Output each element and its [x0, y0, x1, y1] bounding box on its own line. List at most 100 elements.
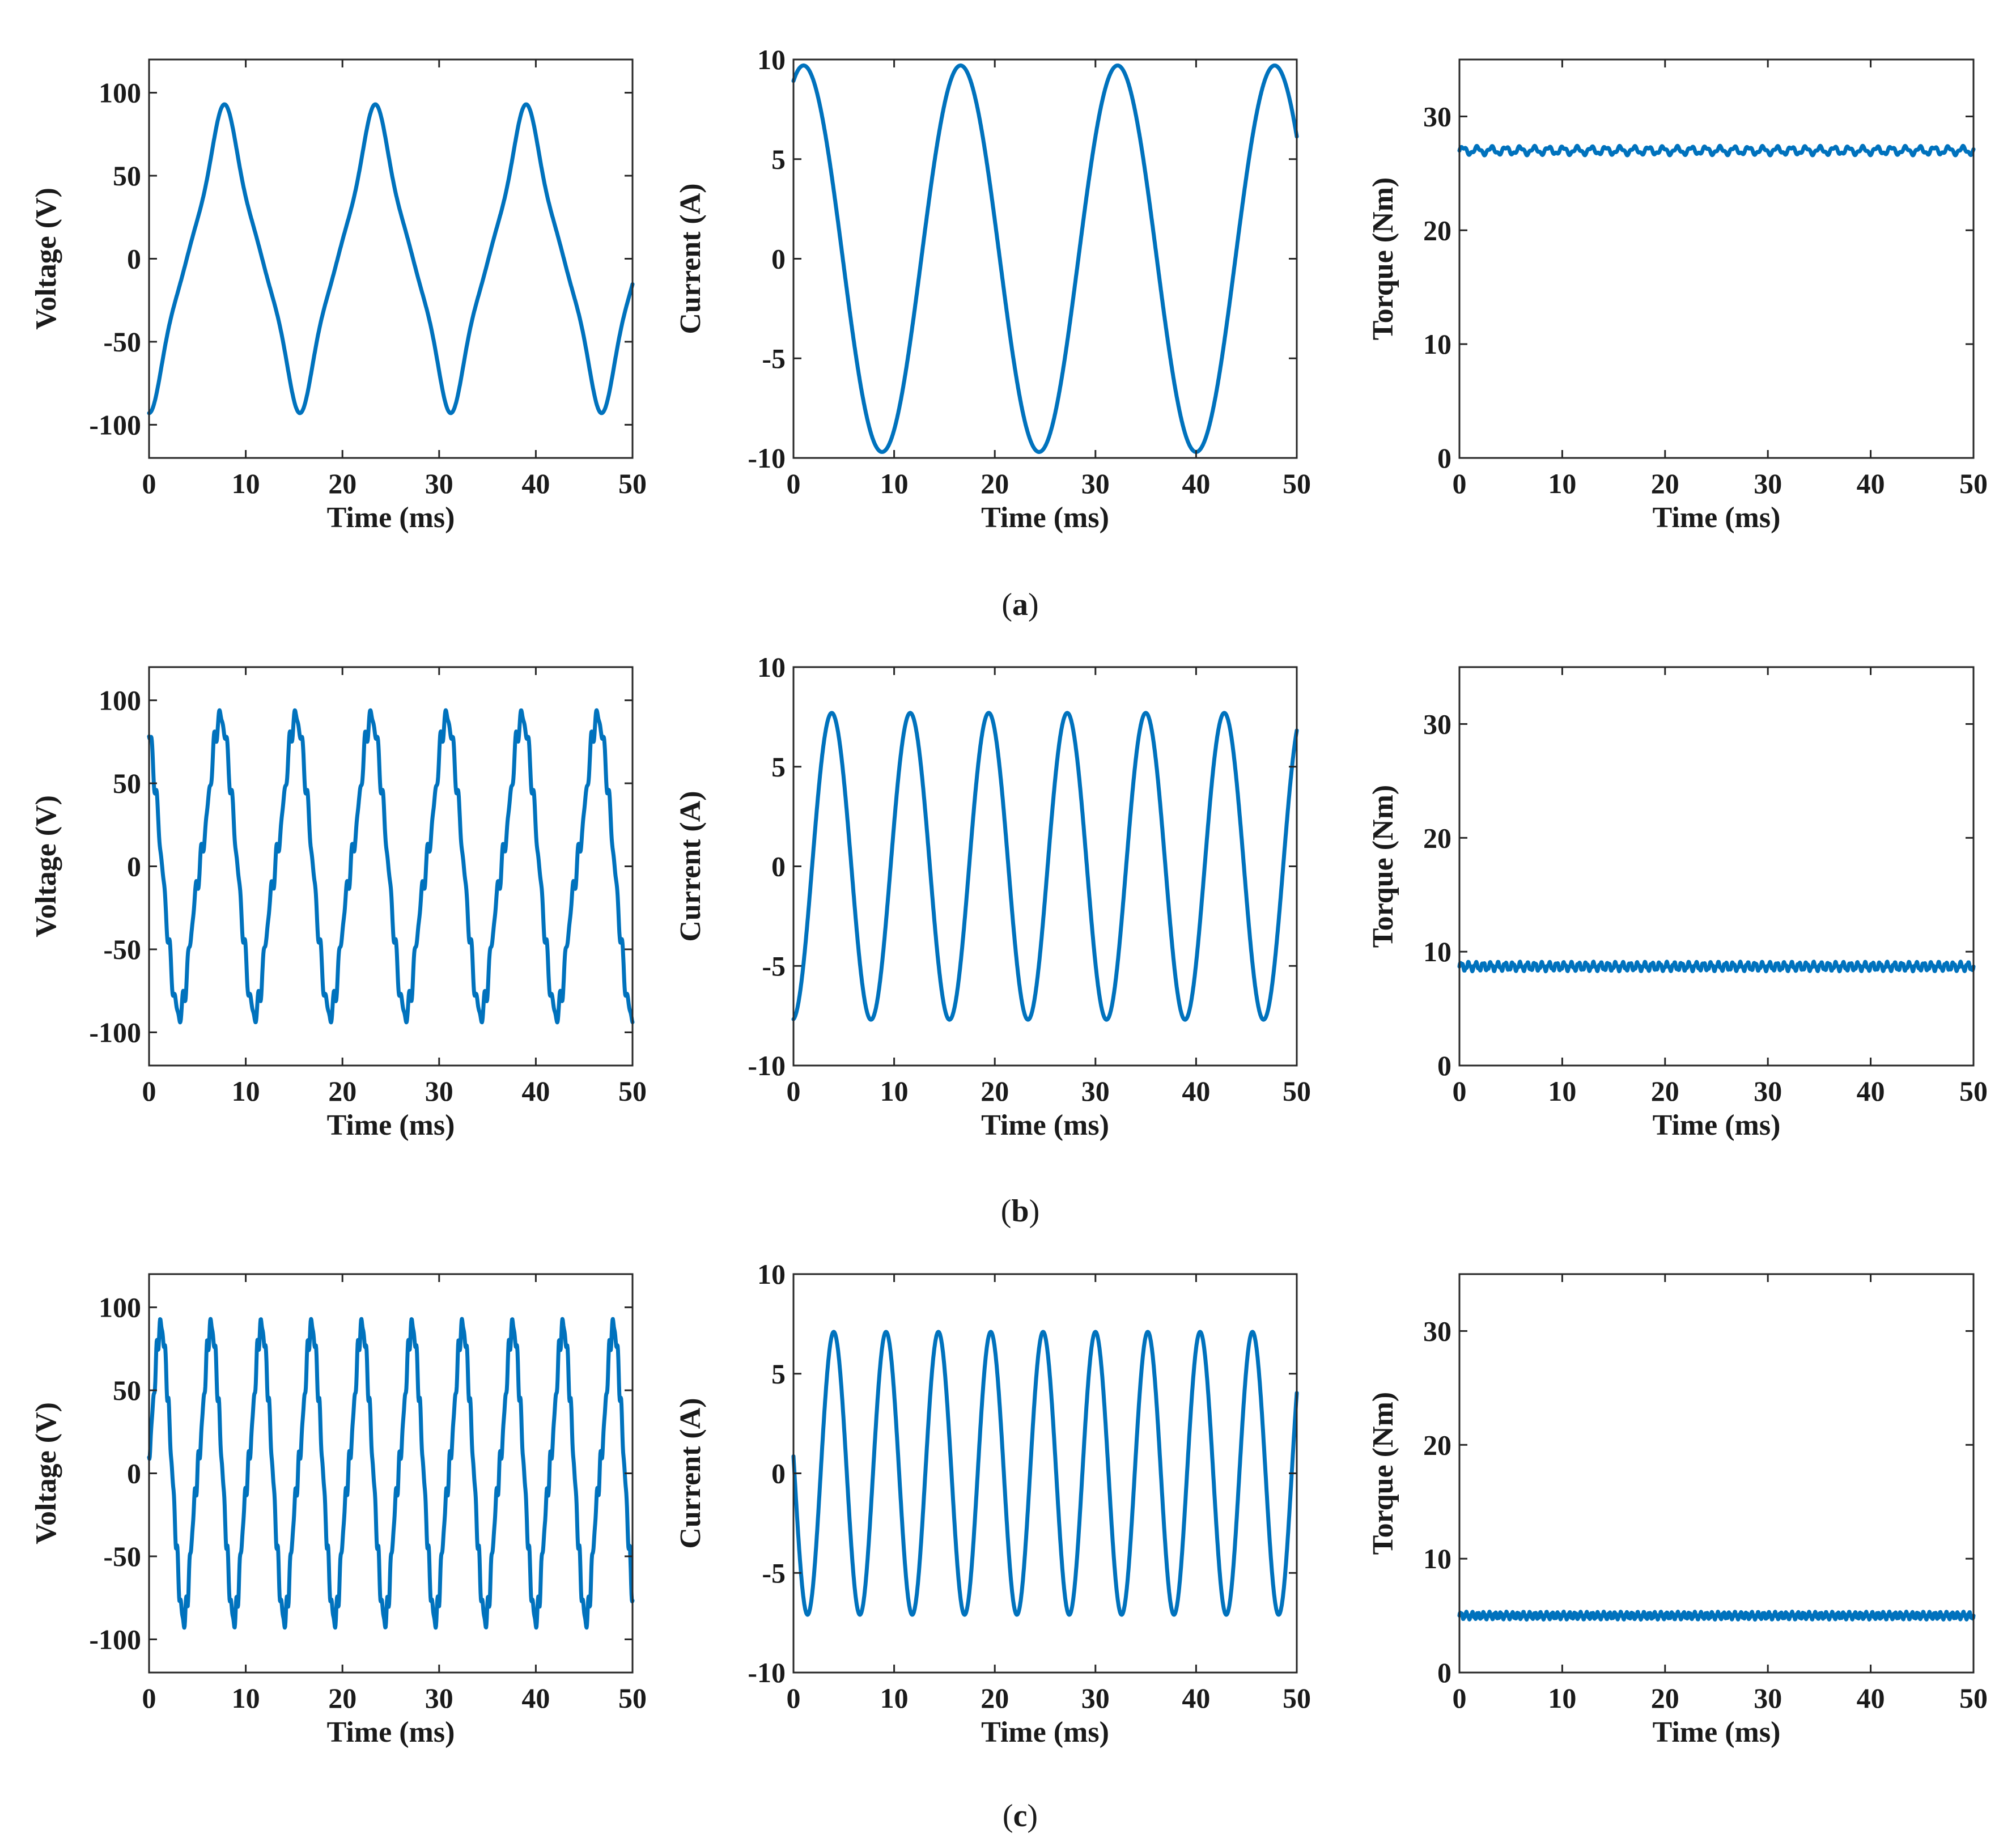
y-tick-label: 20	[1423, 214, 1451, 246]
plot-frame	[1458, 666, 1975, 1067]
y-tick-label: 30	[1423, 708, 1451, 740]
y-tick-label: 0	[771, 1458, 786, 1489]
y-tick-label: 10	[1423, 936, 1451, 967]
y-axis-label: Current (A)	[674, 791, 707, 941]
x-tick-label: 40	[1182, 1075, 1210, 1107]
x-tick-label: 50	[618, 1075, 647, 1107]
y-tick-label: 0	[127, 243, 141, 275]
y-tick-label: 50	[113, 1374, 141, 1406]
series-line	[147, 708, 635, 1025]
x-tick-label: 0	[787, 468, 801, 499]
y-tick-label: 0	[127, 851, 141, 882]
x-tick-label: 30	[1081, 1075, 1110, 1107]
y-tick-label: 50	[113, 160, 141, 192]
y-tick-label: 10	[757, 1258, 786, 1290]
x-tick-label: 20	[1651, 1682, 1679, 1714]
x-tick-label: 20	[981, 1075, 1009, 1107]
x-tick-label: 40	[1857, 1682, 1885, 1714]
y-tick-label: 10	[757, 44, 786, 75]
y-axis-label: Current (A)	[674, 1398, 707, 1548]
y-tick-label: -100	[89, 409, 141, 440]
series-line	[1457, 960, 1976, 974]
y-axis-label: Torque (Nm)	[1367, 785, 1399, 948]
plot-frame	[792, 58, 1298, 459]
x-tick-label: 0	[142, 1075, 156, 1107]
y-tick-label: 0	[1437, 1657, 1451, 1688]
x-tick-label: 20	[981, 1682, 1009, 1714]
x-tick-label: 10	[1548, 1075, 1576, 1107]
x-tick-label: 10	[1548, 1682, 1576, 1714]
x-tick-label: 10	[232, 1682, 260, 1714]
x-axis-label: Time (ms)	[981, 502, 1109, 534]
panel-b-voltage: 0 10 20 30 40 50 -100 -50 0 50 100 Time (ms) Voltage…	[30, 666, 647, 1141]
x-tick-label: 40	[1182, 1682, 1210, 1714]
x-tick-label: 50	[1283, 1075, 1311, 1107]
y-axis-label: Torque (Nm)	[1367, 1392, 1399, 1555]
plot-frame	[792, 666, 1298, 1067]
panel-b-current: 0 10 20 30 40 50 -10 -5 0 5 10 Time (ms) Current (A)	[674, 651, 1311, 1141]
y-tick-label: 100	[99, 1292, 141, 1323]
y-tick-label: -50	[103, 1540, 141, 1572]
y-tick-label: 0	[1437, 1050, 1451, 1081]
x-tick-label: 50	[1283, 468, 1311, 499]
y-tick-label: -5	[762, 342, 786, 374]
x-tick-label: 0	[1453, 468, 1467, 499]
x-axis-label: Time (ms)	[981, 1109, 1109, 1141]
plot-frame	[1458, 1273, 1975, 1674]
y-tick-label: 5	[771, 1358, 786, 1390]
row-caption: (a)	[1001, 587, 1038, 622]
captions: (a) (b) (c)	[1001, 587, 1039, 1833]
x-tick-label: 50	[1959, 468, 1988, 499]
x-tick-label: 30	[1754, 1682, 1782, 1714]
series-line	[791, 1330, 1299, 1617]
panel-c-voltage: 0 10 20 30 40 50 -100 -50 0 50 100 Time (ms) Voltage…	[30, 1273, 647, 1748]
x-tick-label: 20	[1651, 468, 1679, 499]
x-tick-label: 20	[328, 1682, 356, 1714]
series-line	[147, 102, 635, 415]
y-tick-label: 10	[757, 651, 786, 683]
y-tick-label: -50	[103, 326, 141, 358]
x-tick-label: 50	[1283, 1682, 1311, 1714]
x-tick-label: 10	[232, 468, 260, 499]
y-tick-label: 20	[1423, 822, 1451, 854]
series-line	[147, 1317, 635, 1630]
y-tick-label: -100	[89, 1016, 141, 1048]
x-axis-label: Time (ms)	[1653, 1109, 1781, 1141]
x-axis-label: Time (ms)	[327, 1716, 455, 1748]
y-tick-label: 5	[771, 751, 786, 783]
x-tick-label: 40	[521, 1075, 550, 1107]
y-tick-label: 20	[1423, 1429, 1451, 1461]
x-tick-label: 50	[1959, 1075, 1988, 1107]
row-caption: (b)	[1001, 1194, 1039, 1229]
x-axis-label: Time (ms)	[981, 1716, 1109, 1748]
x-axis-label: Time (ms)	[1653, 502, 1781, 534]
x-tick-label: 30	[1754, 468, 1782, 499]
series-line	[791, 711, 1299, 1022]
x-tick-label: 0	[787, 1682, 801, 1714]
x-tick-label: 40	[1857, 468, 1885, 499]
y-tick-label: 10	[1423, 328, 1451, 360]
x-tick-label: 50	[1959, 1682, 1988, 1714]
series-line	[1457, 143, 1976, 158]
y-axis-label: Voltage (V)	[30, 1402, 62, 1544]
x-axis-label: Time (ms)	[327, 502, 455, 534]
x-tick-label: 10	[232, 1075, 260, 1107]
series-line	[791, 63, 1299, 454]
y-tick-label: 5	[771, 143, 786, 175]
y-tick-label: -5	[762, 950, 786, 982]
y-tick-label: 100	[99, 685, 141, 716]
x-tick-label: 30	[425, 468, 453, 499]
x-tick-label: 20	[328, 1075, 356, 1107]
y-tick-label: 0	[127, 1458, 141, 1489]
y-tick-label: -10	[748, 1050, 786, 1081]
x-tick-label: 30	[1081, 1682, 1110, 1714]
x-tick-label: 30	[425, 1682, 453, 1714]
panel-a-voltage: 0 10 20 30 40 50 -100 -50 0 50 100 Time (ms) Voltage…	[30, 58, 647, 534]
y-tick-label: 0	[771, 851, 786, 882]
y-tick-label: 30	[1423, 100, 1451, 132]
x-tick-label: 10	[880, 1075, 909, 1107]
